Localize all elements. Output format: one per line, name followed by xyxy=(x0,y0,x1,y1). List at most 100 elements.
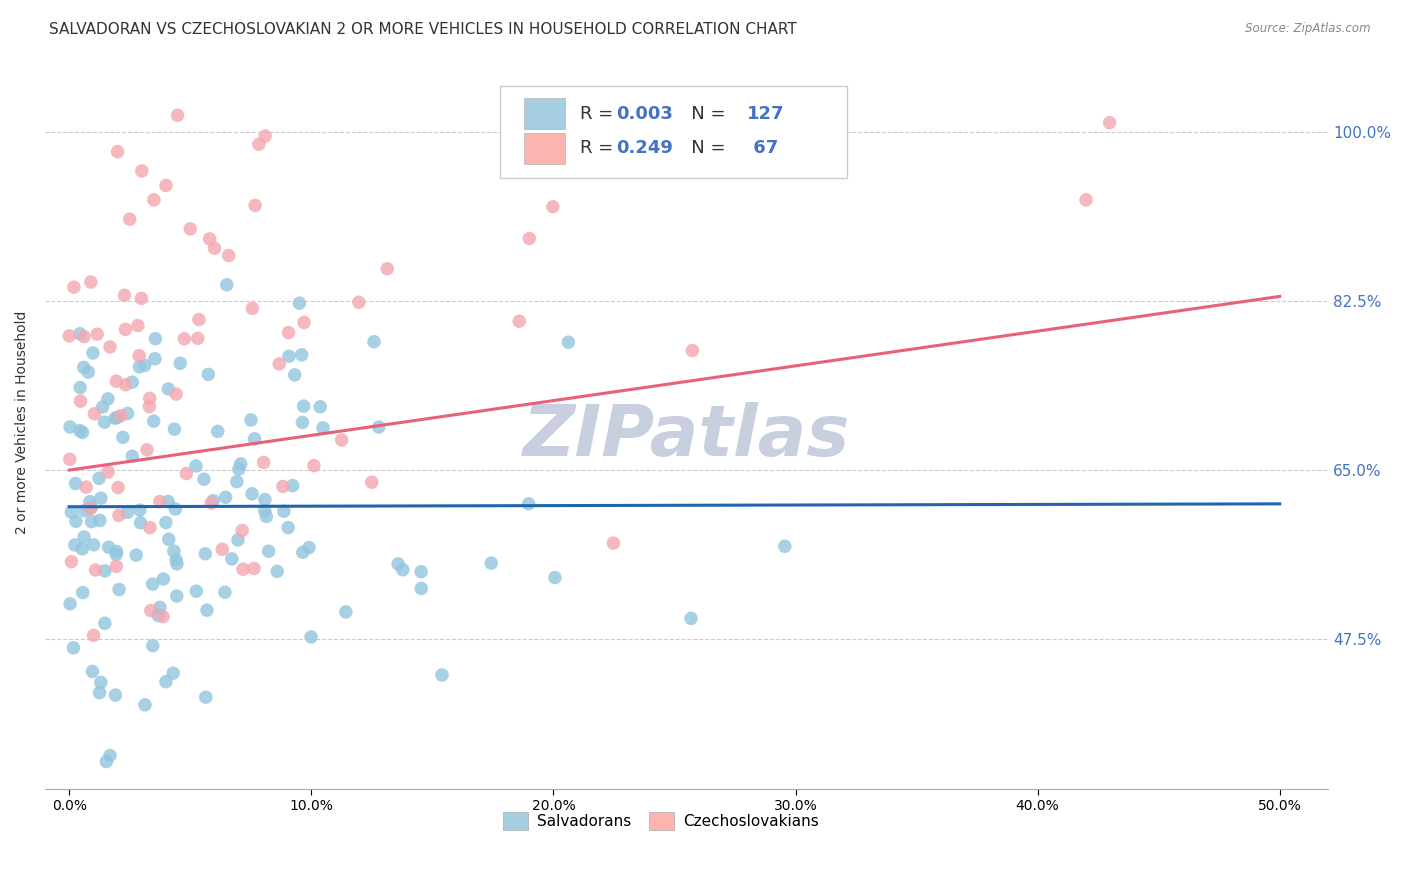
Point xyxy=(107,481,129,495)
Point xyxy=(387,557,409,571)
Point xyxy=(277,520,299,534)
Point xyxy=(242,301,264,316)
Point xyxy=(165,387,187,401)
Point xyxy=(105,548,128,562)
Point xyxy=(82,346,104,360)
Point xyxy=(107,410,129,425)
Point xyxy=(157,382,180,396)
Point xyxy=(93,415,115,429)
Point xyxy=(330,433,353,447)
Point xyxy=(273,504,295,518)
Point xyxy=(97,541,120,555)
Y-axis label: 2 or more Vehicles in Household: 2 or more Vehicles in Household xyxy=(15,310,30,533)
Point xyxy=(79,494,101,508)
Point xyxy=(60,555,83,569)
Point xyxy=(1098,116,1121,130)
Point xyxy=(155,178,177,193)
Point xyxy=(117,505,139,519)
Point xyxy=(69,424,91,438)
Point xyxy=(187,312,209,326)
Point xyxy=(165,553,187,567)
Point xyxy=(214,490,236,504)
Point xyxy=(117,407,139,421)
Point xyxy=(232,562,254,576)
Point xyxy=(194,547,217,561)
Point xyxy=(214,585,236,599)
Point xyxy=(253,492,276,507)
Point xyxy=(128,359,150,374)
Point xyxy=(288,296,311,310)
Point xyxy=(72,585,94,599)
Point xyxy=(72,425,94,440)
Point xyxy=(82,665,104,679)
Point xyxy=(204,241,226,255)
Text: SALVADORAN VS CZECHOSLOVAKIAN 2 OR MORE VEHICLES IN HOUSEHOLD CORRELATION CHART: SALVADORAN VS CZECHOSLOVAKIAN 2 OR MORE … xyxy=(49,22,797,37)
Point xyxy=(157,533,180,547)
Point xyxy=(142,639,165,653)
Point xyxy=(225,475,247,489)
Point xyxy=(253,455,276,469)
Point xyxy=(104,411,127,425)
Point xyxy=(194,690,217,705)
Point xyxy=(83,407,105,421)
Point xyxy=(58,329,80,343)
Point xyxy=(138,392,160,406)
Point xyxy=(557,335,579,350)
Point xyxy=(184,458,207,473)
Point xyxy=(266,565,288,579)
Point xyxy=(69,380,91,394)
Point xyxy=(375,261,398,276)
Point xyxy=(80,500,103,515)
Point xyxy=(360,475,382,490)
Point xyxy=(73,360,96,375)
FancyBboxPatch shape xyxy=(523,133,565,163)
Point xyxy=(148,608,170,623)
Point xyxy=(292,315,315,329)
Point xyxy=(97,465,120,479)
Point xyxy=(73,530,96,544)
Point xyxy=(257,544,280,558)
Text: N =: N = xyxy=(673,105,731,123)
Point xyxy=(155,516,177,530)
Point xyxy=(105,544,128,558)
Point xyxy=(69,394,91,409)
Point xyxy=(110,409,132,423)
Point xyxy=(79,501,101,516)
Point xyxy=(114,377,136,392)
Point xyxy=(107,145,129,159)
Point xyxy=(131,164,153,178)
Point xyxy=(96,755,118,769)
Point xyxy=(114,288,136,302)
Point xyxy=(221,552,243,566)
Point xyxy=(77,365,100,379)
Point xyxy=(155,674,177,689)
Point xyxy=(335,605,357,619)
Point xyxy=(75,480,97,494)
Point xyxy=(186,584,208,599)
Point xyxy=(129,516,152,530)
Point xyxy=(65,514,87,528)
Point xyxy=(198,232,221,246)
Text: R =: R = xyxy=(581,139,619,157)
Point xyxy=(1074,193,1097,207)
Text: R =: R = xyxy=(581,105,619,123)
Point xyxy=(411,565,433,579)
Point xyxy=(59,452,82,467)
Point xyxy=(517,497,540,511)
Point xyxy=(128,349,150,363)
Point xyxy=(517,231,540,245)
Point xyxy=(91,400,114,414)
Point xyxy=(679,611,702,625)
Point xyxy=(309,400,332,414)
Point xyxy=(247,137,270,152)
Point xyxy=(254,509,277,524)
Point xyxy=(63,538,86,552)
Point xyxy=(98,748,121,763)
Point xyxy=(166,557,188,571)
Point xyxy=(139,520,162,534)
Point xyxy=(69,326,91,341)
Text: 127: 127 xyxy=(747,105,785,123)
Point xyxy=(125,548,148,562)
Point xyxy=(86,327,108,342)
Point xyxy=(143,351,166,366)
